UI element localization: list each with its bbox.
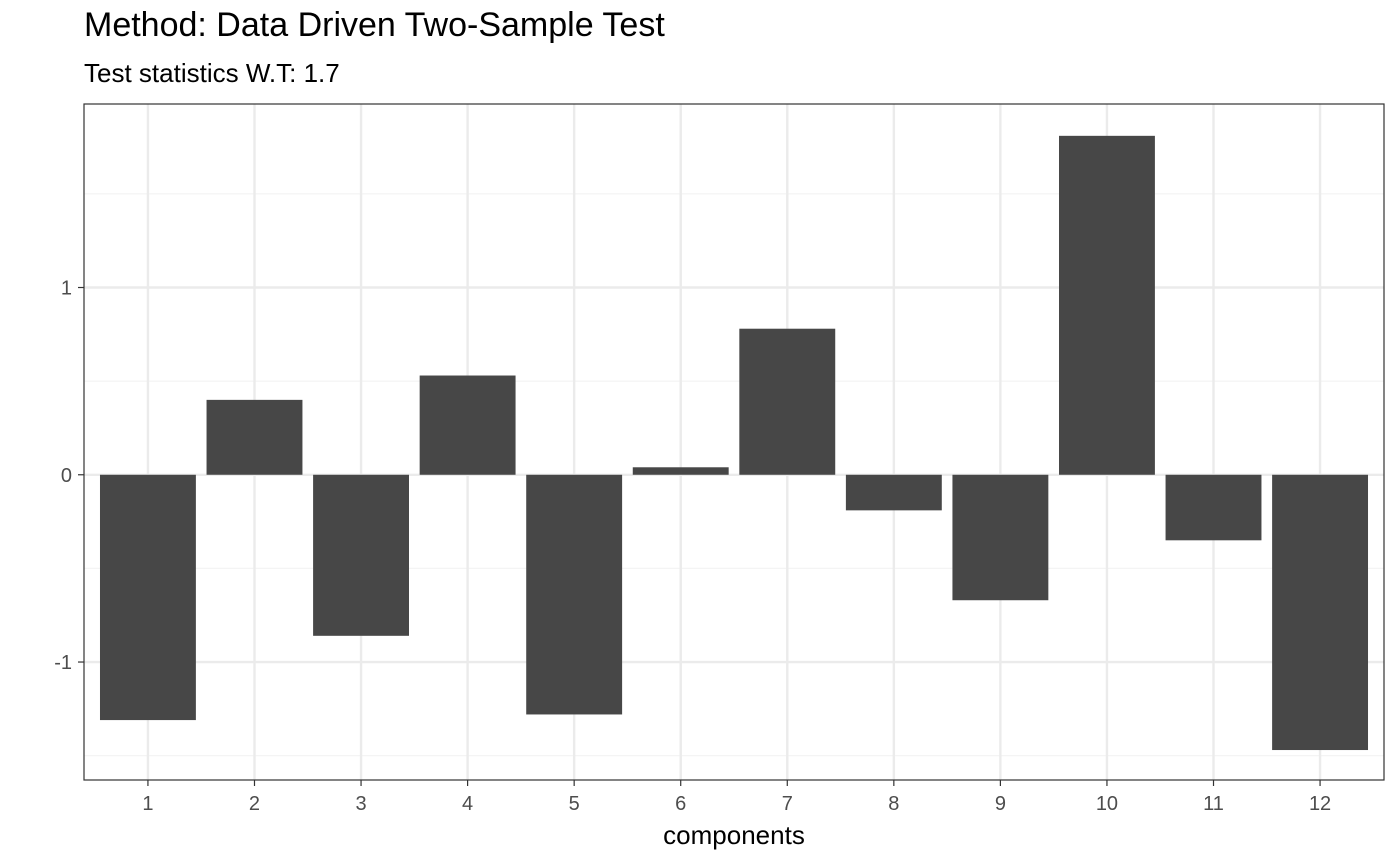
- y-axis: -1 0 1: [54, 278, 84, 674]
- y-tick-label: -1: [54, 652, 72, 674]
- bars: [99, 135, 1369, 751]
- bar-1: [99, 474, 196, 721]
- bar-4: [419, 375, 516, 475]
- x-tick-label: 6: [675, 793, 686, 815]
- bar-7: [739, 328, 836, 475]
- x-tick-label: 7: [782, 793, 793, 815]
- x-tick-label: 10: [1096, 793, 1118, 815]
- bar-2: [206, 399, 303, 475]
- bar-3: [313, 474, 409, 636]
- x-tick-label: 9: [995, 793, 1006, 815]
- bar-10: [1059, 135, 1155, 475]
- chart-title: Method: Data Driven Two-Sample Test: [84, 6, 665, 44]
- panel-border: [83, 103, 1385, 781]
- chart-subtitle: Test statistics W.T: 1.7: [84, 58, 340, 88]
- x-axis: 1 2 3 4 5 6 7 8 9 10 11 12: [142, 780, 1331, 815]
- bar-5: [526, 474, 623, 715]
- x-tick-label: 12: [1309, 793, 1331, 815]
- y-tick-label: 0: [61, 465, 72, 487]
- bar-12: [1272, 474, 1369, 751]
- x-tick-label: 1: [142, 793, 153, 815]
- bar-9: [952, 474, 1049, 601]
- y-tick-label: 1: [61, 278, 72, 300]
- x-tick-label: 5: [569, 793, 580, 815]
- x-tick-label: 2: [249, 793, 260, 815]
- bar-6: [632, 467, 729, 475]
- x-tick-label: 3: [355, 793, 366, 815]
- bar-11: [1165, 474, 1262, 541]
- x-tick-label: 4: [462, 793, 473, 815]
- bar-8: [845, 474, 942, 511]
- x-tick-label: 8: [888, 793, 899, 815]
- x-tick-label: 11: [1203, 793, 1224, 815]
- x-axis-title: components: [663, 820, 805, 850]
